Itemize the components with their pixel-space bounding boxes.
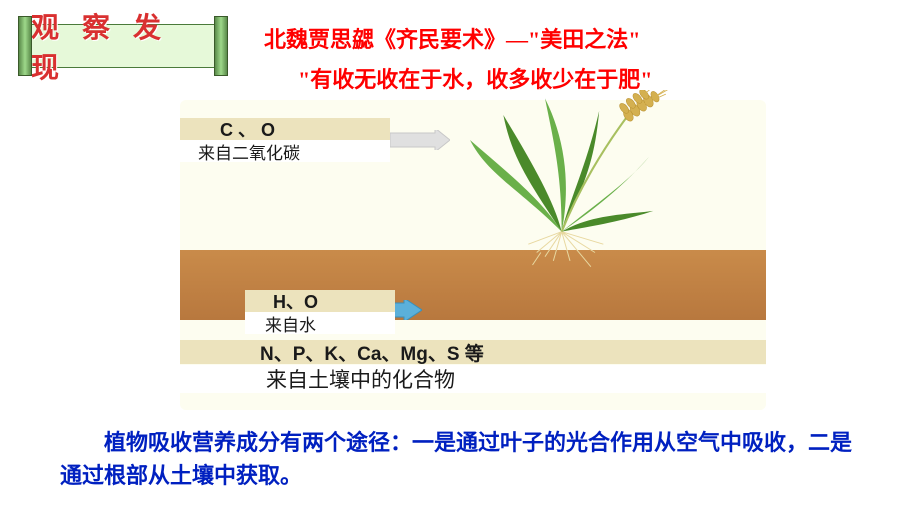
air-elements-band: C 、 O <box>180 118 390 140</box>
water-source-text: 来自水 <box>265 311 316 336</box>
plant-illustration <box>440 90 700 290</box>
header-line1: 北魏贾思勰《齐民要术》—"美田之法" <box>264 22 640 54</box>
scroll-roll-left <box>18 16 32 76</box>
air-source-band: 来自二氧化碳 <box>180 140 390 162</box>
header-line2-quote: "有收无收在于水，收多收少在于肥" <box>298 67 652 92</box>
header-line1-quote: "美田之法" <box>528 27 640 52</box>
water-source-band: 来自水 <box>245 312 395 334</box>
header-line1-pre: 北魏贾思勰《齐民要术》 <box>264 27 506 52</box>
arrow-air-icon <box>390 130 450 150</box>
soil-elements-band: N、P、K、Ca、Mg、S 等 <box>180 340 766 364</box>
soil-source-band: 来自土壤中的化合物 <box>180 365 766 393</box>
air-source-text: 来自二氧化碳 <box>198 139 300 164</box>
header-line1-dash: — <box>506 27 528 52</box>
scroll-title: 观 察 发 现 <box>31 6 215 86</box>
scroll-banner: 观 察 发 现 <box>18 16 228 76</box>
water-elements-band: H、O <box>245 290 395 312</box>
wheat-ear <box>618 90 661 123</box>
soil-elements-text: N、P、K、Ca、Mg、S 等 <box>260 339 484 366</box>
scroll-body: 观 察 发 现 <box>30 24 216 68</box>
scroll-roll-right <box>214 16 228 76</box>
footer-text-content: 植物吸收营养成分有两个途径：一是通过叶子的光合作用从空气中吸收，二是通过根部从土… <box>60 430 852 488</box>
soil-source-text: 来自土壤中的化合物 <box>266 364 455 394</box>
footer-explanation: 植物吸收营养成分有两个途径：一是通过叶子的光合作用从空气中吸收，二是通过根部从土… <box>60 426 860 492</box>
roots <box>528 232 603 267</box>
nutrient-diagram: C 、 O 来自二氧化碳 H、O 来自水 N、P、K、Ca、Mg、S 等 来自土… <box>180 100 766 410</box>
